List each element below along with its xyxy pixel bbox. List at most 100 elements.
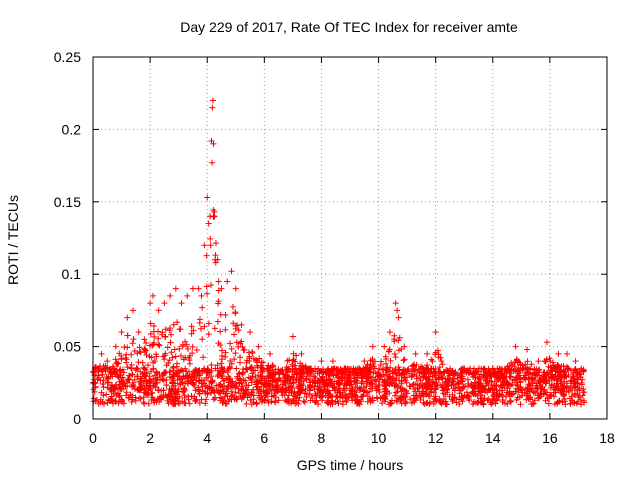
- data-point: [199, 304, 206, 311]
- data-point: [123, 389, 130, 396]
- data-point: [245, 349, 252, 356]
- data-point: [217, 381, 224, 388]
- data-point: [578, 365, 585, 372]
- data-point: [222, 326, 229, 333]
- data-point: [400, 357, 407, 364]
- data-point: [423, 383, 430, 390]
- data-point: [386, 374, 393, 381]
- data-point: [156, 342, 163, 349]
- data-point: [124, 382, 131, 389]
- data-point: [352, 396, 359, 403]
- data-point: [189, 343, 196, 350]
- data-point: [361, 358, 368, 365]
- data-point: [356, 367, 363, 374]
- data-point: [97, 362, 104, 369]
- x-axis-label: GPS time / hours: [297, 457, 404, 473]
- data-point: [301, 399, 308, 406]
- data-point: [186, 352, 193, 359]
- data-point: [405, 370, 412, 377]
- data-point: [296, 390, 303, 397]
- data-point: [280, 381, 287, 388]
- data-point: [162, 326, 169, 333]
- data-point: [284, 366, 291, 373]
- x-tick-label: 14: [485, 430, 501, 446]
- data-point: [119, 366, 126, 373]
- data-point: [242, 390, 249, 397]
- data-point: [391, 377, 398, 384]
- data-point: [263, 379, 270, 386]
- x-tick-label: 6: [260, 430, 268, 446]
- data-point: [387, 357, 394, 364]
- data-point: [526, 388, 533, 395]
- data-point: [108, 393, 115, 400]
- data-point: [437, 354, 444, 361]
- data-point: [120, 369, 127, 376]
- data-point: [486, 369, 493, 376]
- data-point: [478, 392, 485, 399]
- data-point: [284, 395, 291, 402]
- data-point: [320, 379, 327, 386]
- data-point: [214, 318, 221, 325]
- data-point: [465, 383, 472, 390]
- data-point: [560, 391, 567, 398]
- data-point: [555, 398, 562, 405]
- data-point: [205, 331, 212, 338]
- data-point: [244, 386, 251, 393]
- data-point: [228, 268, 235, 275]
- data-point: [291, 369, 298, 376]
- data-point: [147, 300, 154, 307]
- data-point: [300, 366, 307, 373]
- data-point: [506, 398, 513, 405]
- data-point: [159, 331, 166, 338]
- data-point: [130, 336, 137, 343]
- data-point: [207, 235, 214, 242]
- data-point: [238, 386, 245, 393]
- data-point: [217, 328, 224, 335]
- data-point: [224, 278, 231, 285]
- y-tick-label: 0.15: [54, 194, 81, 210]
- data-point: [217, 311, 224, 318]
- data-point: [363, 380, 370, 387]
- data-point: [128, 361, 135, 368]
- data-point: [398, 400, 405, 407]
- data-point: [453, 399, 460, 406]
- data-point: [185, 396, 192, 403]
- data-point: [516, 394, 523, 401]
- data-point: [432, 376, 439, 383]
- data-point: [307, 365, 314, 372]
- x-tick-label: 12: [428, 430, 444, 446]
- data-point: [565, 365, 572, 372]
- data-point: [375, 381, 382, 388]
- data-point: [467, 365, 474, 372]
- data-point: [541, 386, 548, 393]
- data-point: [561, 374, 568, 381]
- data-point: [307, 379, 314, 386]
- data-point: [239, 344, 246, 351]
- data-point: [149, 292, 156, 299]
- data-point: [142, 347, 149, 354]
- data-point: [285, 392, 292, 399]
- data-point: [210, 140, 217, 147]
- data-point: [107, 397, 114, 404]
- data-point: [130, 383, 137, 390]
- data-point: [255, 343, 262, 350]
- data-point: [178, 300, 185, 307]
- data-point: [428, 356, 435, 363]
- data-point: [489, 385, 496, 392]
- data-point: [173, 389, 180, 396]
- data-point: [576, 394, 583, 401]
- data-point: [227, 365, 234, 372]
- data-point: [560, 369, 567, 376]
- data-point: [327, 391, 334, 398]
- data-point: [123, 392, 130, 399]
- data-point: [439, 399, 446, 406]
- data-point: [481, 368, 488, 375]
- data-point: [176, 373, 183, 380]
- data-point: [196, 399, 203, 406]
- data-point: [394, 307, 401, 314]
- data-point: [191, 395, 198, 402]
- data-point: [398, 378, 405, 385]
- data-point: [192, 397, 199, 404]
- data-point: [146, 373, 153, 380]
